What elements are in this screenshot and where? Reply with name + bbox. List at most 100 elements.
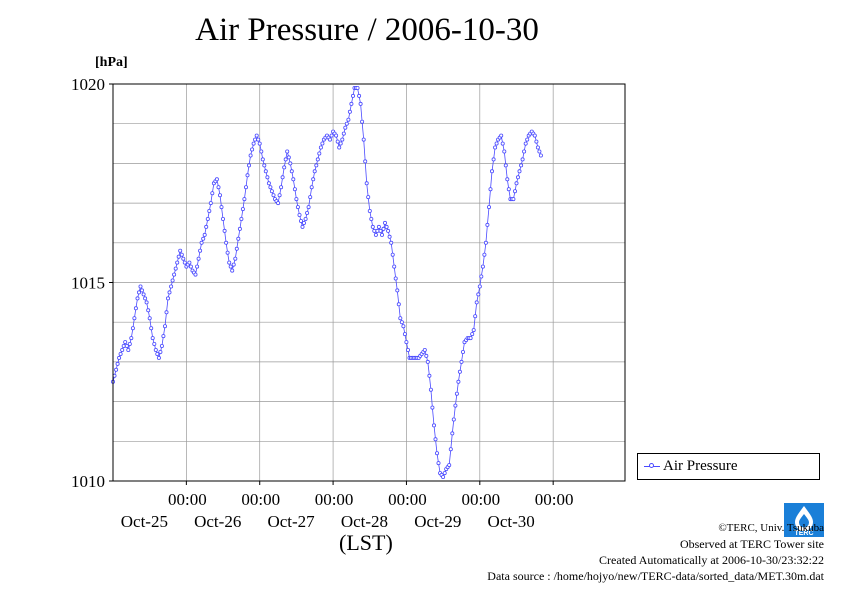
data-point bbox=[156, 355, 161, 360]
data-point bbox=[199, 240, 204, 245]
data-point bbox=[188, 264, 193, 269]
data-point bbox=[305, 210, 310, 215]
data-point bbox=[329, 133, 334, 138]
data-point bbox=[297, 212, 302, 217]
data-point bbox=[182, 260, 187, 265]
data-point bbox=[164, 310, 169, 315]
data-point bbox=[441, 474, 446, 479]
data-point bbox=[398, 316, 403, 321]
data-point bbox=[276, 201, 281, 206]
data-point bbox=[457, 369, 462, 374]
data-point bbox=[366, 195, 371, 200]
data-point bbox=[361, 137, 366, 142]
data-point bbox=[155, 351, 160, 356]
legend-label: Air Pressure bbox=[663, 458, 738, 474]
data-point bbox=[334, 133, 339, 138]
data-point bbox=[448, 447, 453, 452]
x-tick-time: 00:00 bbox=[535, 490, 574, 509]
data-point bbox=[367, 208, 372, 213]
data-point bbox=[338, 141, 343, 146]
data-point bbox=[172, 272, 177, 277]
data-point bbox=[248, 153, 253, 158]
data-point bbox=[198, 248, 203, 253]
data-point bbox=[262, 163, 267, 168]
data-point bbox=[459, 359, 464, 364]
data-point bbox=[502, 149, 507, 154]
data-point bbox=[308, 195, 313, 200]
data-point bbox=[204, 224, 209, 229]
data-point bbox=[433, 437, 438, 442]
data-point bbox=[349, 101, 354, 106]
data-point bbox=[220, 216, 225, 221]
data-point bbox=[430, 405, 435, 410]
data-point bbox=[320, 141, 325, 146]
data-point bbox=[485, 222, 490, 227]
x-tick-date: Oct-30 bbox=[488, 512, 535, 531]
data-point bbox=[517, 169, 522, 174]
data-point bbox=[312, 169, 317, 174]
data-point bbox=[210, 191, 215, 196]
logo-text: TERC bbox=[794, 530, 813, 537]
data-point bbox=[268, 185, 273, 190]
data-point bbox=[360, 119, 365, 124]
data-point bbox=[422, 347, 427, 352]
data-point bbox=[175, 260, 180, 265]
data-point bbox=[130, 326, 135, 331]
x-tick-time: 00:00 bbox=[388, 490, 427, 509]
data-point bbox=[538, 153, 543, 158]
credits: ©TERC, Univ. Tsukuba Observed at TERC To… bbox=[487, 520, 824, 584]
data-point bbox=[251, 141, 256, 146]
data-point bbox=[141, 292, 146, 297]
data-point bbox=[135, 296, 140, 301]
data-point bbox=[245, 173, 250, 178]
data-point bbox=[327, 137, 332, 142]
data-point bbox=[269, 189, 274, 194]
data-point bbox=[153, 347, 158, 352]
x-axis-label: (LST) bbox=[339, 530, 393, 555]
created-timestamp: Created Automatically at 2006-10-30/23:3… bbox=[599, 553, 824, 567]
data-point bbox=[303, 216, 308, 221]
data-point bbox=[250, 147, 255, 152]
data-point bbox=[205, 216, 210, 221]
data-point bbox=[133, 306, 138, 311]
x-tick-date: Oct-25 bbox=[121, 512, 168, 531]
data-point bbox=[474, 300, 479, 305]
data-point bbox=[165, 296, 170, 301]
data-point bbox=[306, 205, 311, 210]
data-point bbox=[279, 185, 284, 190]
data-point bbox=[363, 159, 368, 164]
data-point bbox=[288, 161, 293, 166]
data-point bbox=[493, 145, 498, 150]
data-point bbox=[201, 236, 206, 241]
data-point bbox=[179, 252, 184, 257]
data-point bbox=[482, 252, 487, 257]
data-point bbox=[480, 264, 485, 269]
chart-title: Air Pressure / 2006-10-30 bbox=[195, 12, 539, 48]
data-point bbox=[158, 349, 163, 354]
data-point bbox=[193, 272, 198, 277]
data-point bbox=[488, 187, 493, 192]
data-point bbox=[318, 145, 323, 150]
series-air-pressure bbox=[111, 86, 543, 479]
data-point bbox=[431, 423, 436, 428]
x-axis: 00:00Oct-2500:00Oct-2600:00Oct-2700:00Oc… bbox=[121, 481, 574, 531]
data-point bbox=[341, 131, 346, 136]
data-point bbox=[114, 367, 119, 372]
data-point bbox=[167, 290, 172, 295]
data-point bbox=[370, 224, 375, 229]
data-point bbox=[401, 324, 406, 329]
data-point bbox=[453, 403, 458, 408]
observation-site: Observed at TERC Tower site bbox=[679, 537, 824, 551]
data-point bbox=[256, 137, 261, 142]
data-point bbox=[286, 155, 291, 160]
data-point bbox=[129, 336, 134, 341]
y-tick-label: 1015 bbox=[71, 274, 105, 293]
data-point bbox=[178, 248, 183, 253]
x-tick-date: Oct-29 bbox=[414, 512, 461, 531]
data-point bbox=[295, 205, 300, 210]
data-point bbox=[519, 163, 524, 168]
data-point bbox=[150, 336, 155, 341]
data-point bbox=[159, 343, 164, 348]
data-point bbox=[378, 228, 383, 233]
